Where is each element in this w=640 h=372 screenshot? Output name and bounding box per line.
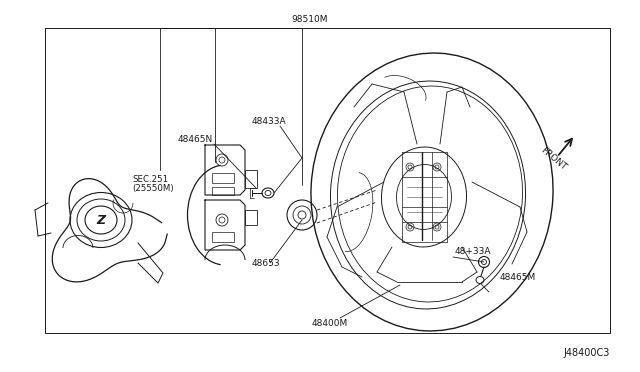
Bar <box>212 187 234 195</box>
Text: SEC.251: SEC.251 <box>132 174 168 183</box>
Bar <box>212 173 234 183</box>
Bar <box>245 210 257 225</box>
Text: 48465M: 48465M <box>500 273 536 282</box>
Text: J48400C3: J48400C3 <box>564 348 610 358</box>
Text: 48653: 48653 <box>252 259 280 267</box>
Text: (25550M): (25550M) <box>132 185 173 193</box>
Bar <box>245 170 257 188</box>
Bar <box>45 28 610 333</box>
Text: 48465N: 48465N <box>178 135 213 144</box>
Text: 98510M: 98510M <box>292 16 328 25</box>
Text: 48+33A: 48+33A <box>455 247 492 257</box>
Text: 48433A: 48433A <box>252 118 287 126</box>
Text: Z: Z <box>97 214 106 227</box>
Text: 48400M: 48400M <box>312 318 348 327</box>
Bar <box>212 232 234 242</box>
Text: FRONT: FRONT <box>539 146 568 172</box>
